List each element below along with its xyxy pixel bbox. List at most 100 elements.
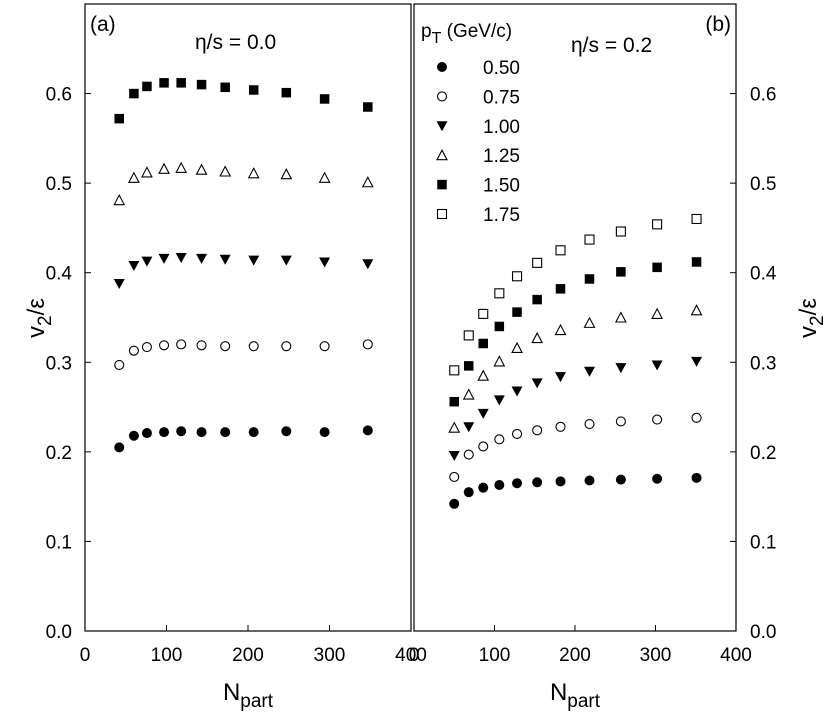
panel-b-point [555, 245, 566, 256]
panel-b-point [584, 475, 595, 486]
panel-b-point [583, 316, 596, 328]
panel-a-point [247, 167, 260, 179]
panel-a-point [319, 427, 330, 438]
panel-b-ytick-label: 0.2 [750, 443, 776, 464]
panel-a-point [127, 171, 140, 183]
panel-a-xaxis-title: Npart [223, 679, 274, 712]
panel-b-point [494, 479, 505, 490]
panel-b-point [531, 378, 543, 389]
panel-b-point [512, 478, 523, 489]
panel-a-point [129, 88, 139, 99]
panel-b-point [532, 425, 543, 436]
panel-a-series-1-25 [113, 161, 374, 206]
panel-a-point [159, 78, 169, 88]
panel-b-yaxis-title-tail: /ε [795, 298, 822, 316]
legend-marker-0-50 [437, 62, 447, 72]
panel-b-point [477, 408, 489, 419]
panel-a-point [196, 253, 208, 264]
panel-a-point [362, 259, 374, 270]
panel-a-ytick-label: 0.2 [46, 443, 72, 464]
panel-a-annotation: η/s = 0.0 [195, 31, 276, 54]
legend-title-sub: T [432, 30, 442, 47]
panel-b-point [691, 472, 702, 483]
panel-a-point [219, 165, 232, 177]
panel-a-point [248, 427, 259, 438]
panel-a-ytick-label: 0.5 [46, 174, 72, 195]
panel-a-point [141, 256, 153, 267]
panel-b-point [478, 441, 489, 452]
panel-a-point [114, 442, 125, 453]
panel-b-point [614, 311, 627, 323]
panel-a-point [248, 255, 260, 266]
panel-a-ytick-label: 0.0 [46, 622, 72, 643]
panel-a-xaxis-title-main: N [223, 679, 240, 706]
panel-a-xaxis-title-sub: part [240, 691, 273, 712]
panel-b-series-1-00 [448, 356, 703, 461]
panel-b-xtick-label: 400 [720, 645, 752, 666]
panel-b-point [493, 355, 506, 367]
panel-a-point [176, 426, 187, 437]
panel-b-yaxis-title-sub: 2 [807, 315, 828, 326]
panel-a-yaxis-title-main: v [23, 326, 50, 338]
panel-a-xtick-label: 0 [80, 645, 91, 666]
panel-a-xtick-label: 200 [232, 645, 264, 666]
legend-label-1-25: 1.25 [483, 146, 520, 167]
panel-b-point [494, 288, 505, 299]
panel-b-yaxis-title: v2/ε [795, 298, 828, 338]
panel-a-point [219, 254, 231, 265]
panel-a-point [114, 359, 125, 371]
legend-marker-0-75 [436, 91, 448, 102]
panel-a-point [196, 340, 207, 351]
panel-b-point [652, 219, 663, 230]
panel-a-point [318, 171, 331, 183]
panel-b-point [690, 304, 703, 316]
panel-b-ytick-label: 0.6 [750, 85, 776, 106]
panel-a-point [141, 342, 152, 353]
panel-b-xtick-label: 100 [479, 645, 511, 666]
panel-a-point [128, 345, 139, 356]
panel-a-series-1-50 [114, 78, 373, 124]
panel-a-point [362, 339, 373, 350]
panel-a-point [159, 427, 170, 438]
panel-b-point [691, 412, 702, 423]
panel-a-point [319, 341, 330, 352]
panel-a-point [128, 261, 140, 272]
panel-b-point [449, 396, 459, 407]
panel-a-point [142, 81, 152, 92]
panel-a-point [176, 78, 186, 88]
panel-b-point [511, 428, 523, 439]
panel-a-point [280, 168, 293, 180]
panel-a-point [281, 426, 292, 437]
panel-b-point [448, 421, 461, 433]
panel-b-ytick-label: 0.3 [750, 353, 776, 374]
panel-a-point [128, 430, 139, 441]
panel-b-point [615, 474, 626, 485]
legend-label-1-00: 1.00 [483, 117, 520, 138]
panel-a-ytick-label: 0.1 [46, 532, 72, 553]
panel-b-point [652, 262, 662, 273]
panel-b-point [463, 330, 474, 341]
panel-a-point [248, 341, 259, 352]
panel-b-frame [413, 3, 737, 632]
panel-b-point [584, 419, 595, 430]
panel-b-point [463, 361, 474, 371]
legend-marker-1-00 [436, 121, 448, 132]
panel-b-xtick-label: 300 [640, 645, 672, 666]
panel-b-xtick-label: 0 [409, 645, 420, 666]
panel-a-point [176, 339, 187, 350]
panel-a-point [220, 341, 231, 352]
panel-b-point [555, 421, 566, 432]
panel-b-point [463, 487, 474, 498]
panel-b-point [493, 395, 505, 406]
legend-marker-1-25 [436, 149, 448, 161]
panel-b-point [615, 363, 627, 374]
panel-b-point [554, 323, 567, 336]
panel-a-point [158, 253, 170, 264]
panel-a-point [220, 82, 230, 93]
panel-b-point [584, 234, 595, 245]
panel-b-point [478, 338, 488, 349]
panel-a-point [141, 428, 152, 439]
panel-a-point [113, 278, 125, 289]
